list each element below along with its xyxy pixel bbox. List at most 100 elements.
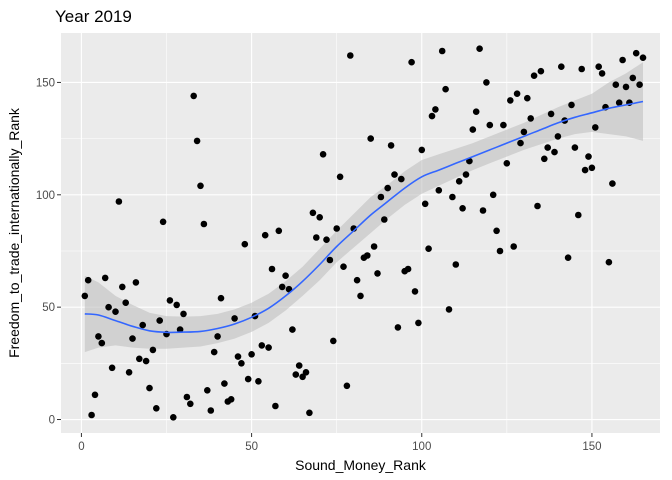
- data-point: [520, 128, 528, 136]
- data-point: [411, 288, 419, 295]
- data-point: [578, 65, 585, 73]
- data-point: [442, 85, 449, 93]
- data-point: [265, 344, 272, 351]
- data-point: [159, 218, 167, 226]
- data-point: [336, 173, 344, 181]
- data-point: [415, 319, 422, 327]
- x-tick-label: 0: [78, 441, 84, 453]
- data-point: [486, 121, 494, 129]
- data-point: [319, 151, 327, 158]
- data-point: [91, 391, 99, 399]
- data-point: [449, 193, 456, 201]
- data-point: [95, 333, 102, 340]
- chart-title: Year 2019: [55, 7, 132, 26]
- data-point: [544, 144, 551, 151]
- data-point: [445, 306, 453, 313]
- data-point: [483, 79, 490, 86]
- data-point: [524, 94, 531, 102]
- data-point: [221, 380, 228, 387]
- axes: 0 50 100 150 0 50 100 150: [36, 77, 602, 453]
- data-point: [241, 240, 249, 248]
- data-point: [302, 369, 310, 376]
- data-point: [503, 160, 511, 167]
- data-point: [391, 171, 398, 178]
- data-point: [462, 171, 470, 178]
- data-point: [180, 310, 187, 318]
- data-point: [122, 299, 129, 307]
- data-point: [278, 283, 286, 291]
- data-point: [289, 326, 296, 333]
- data-point: [575, 211, 582, 219]
- data-point: [595, 63, 602, 70]
- data-point: [112, 308, 119, 316]
- data-point: [227, 396, 235, 403]
- data-point: [101, 274, 109, 282]
- data-point: [639, 54, 647, 61]
- data-point: [551, 148, 558, 156]
- data-point: [394, 324, 402, 331]
- data-point: [272, 402, 279, 410]
- confidence-band: [84, 62, 644, 353]
- data-point: [472, 108, 480, 115]
- data-point: [537, 67, 545, 75]
- data-point: [323, 236, 330, 243]
- data-point: [496, 247, 504, 255]
- data-point: [370, 243, 378, 250]
- data-point: [571, 144, 579, 151]
- data-point: [125, 369, 133, 376]
- x-tick-label: 100: [412, 441, 431, 453]
- data-point: [343, 382, 351, 390]
- data-point: [421, 200, 429, 208]
- data-point: [581, 166, 589, 174]
- data-point: [119, 283, 126, 291]
- data-point: [622, 83, 630, 91]
- data-point: [282, 272, 289, 280]
- data-point: [132, 279, 140, 286]
- data-point: [432, 106, 439, 113]
- data-point: [384, 184, 392, 192]
- data-point: [84, 276, 92, 284]
- x-tick-label: 150: [582, 441, 601, 453]
- data-point: [197, 182, 204, 190]
- data-point: [517, 139, 524, 147]
- data-point: [592, 124, 599, 131]
- data-point: [469, 126, 477, 133]
- data-point: [244, 375, 252, 383]
- data-point: [377, 193, 385, 201]
- data-point: [609, 180, 616, 187]
- data-point: [214, 333, 221, 340]
- data-point: [381, 216, 388, 223]
- data-point: [210, 348, 218, 356]
- data-point: [459, 205, 466, 212]
- smooth-fit-line: [84, 100, 644, 334]
- data-point: [357, 292, 364, 300]
- data-point: [408, 58, 415, 66]
- data-point: [176, 326, 184, 333]
- data-point: [636, 81, 643, 88]
- data-point: [316, 214, 324, 221]
- data-point: [231, 315, 238, 322]
- data-point: [364, 252, 371, 259]
- data-point: [295, 362, 303, 369]
- data-point: [615, 99, 623, 106]
- data-point: [129, 335, 136, 342]
- data-point: [268, 265, 276, 273]
- data-point: [204, 387, 211, 394]
- data-point: [190, 92, 197, 100]
- data-point: [200, 220, 208, 228]
- data-point: [98, 339, 106, 347]
- data-point: [629, 74, 637, 82]
- data-point: [173, 301, 180, 309]
- data-point: [115, 198, 123, 205]
- data-point: [489, 191, 497, 199]
- data-point: [153, 405, 160, 412]
- data-point: [598, 70, 606, 77]
- data-point: [510, 243, 517, 250]
- data-point: [353, 276, 361, 284]
- data-point: [554, 133, 562, 140]
- data-point: [585, 153, 592, 160]
- data-point: [534, 202, 541, 210]
- data-point: [333, 225, 341, 232]
- gridlines: [61, 33, 660, 433]
- data-point: [255, 378, 262, 385]
